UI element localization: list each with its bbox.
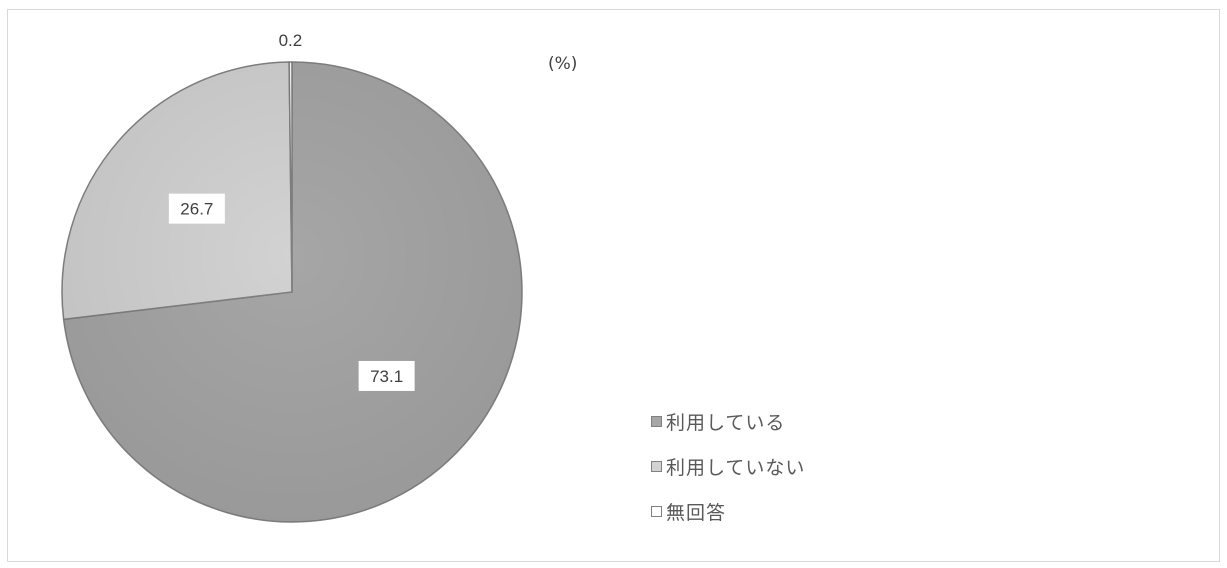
legend-swatch-using xyxy=(651,415,662,427)
legend-label-using: 利用している xyxy=(666,411,786,434)
slice-not-using xyxy=(61,61,293,321)
legend-item-not-using: 利用していない xyxy=(651,455,806,479)
unit-label: (%) xyxy=(548,54,578,74)
data-label-not-using: 26.7 xyxy=(180,200,213,219)
legend-item-no-answer: 無回答 xyxy=(651,500,805,524)
legend-swatch-not-using xyxy=(651,460,662,472)
legend-swatch-no-answer xyxy=(651,505,662,517)
data-label-not-using-box xyxy=(168,193,225,224)
data-label-using: 73.1 xyxy=(370,367,403,386)
data-label-using-box xyxy=(358,360,415,391)
data-label-no-answer: 0.2 xyxy=(279,31,303,50)
legend-item-using: 利用している xyxy=(651,410,805,434)
legend-label-not-using: 利用していない xyxy=(666,456,806,479)
legend-label-no-answer: 無回答 xyxy=(666,501,727,524)
legend: 利用している 利用していない 無回答 xyxy=(651,410,805,545)
